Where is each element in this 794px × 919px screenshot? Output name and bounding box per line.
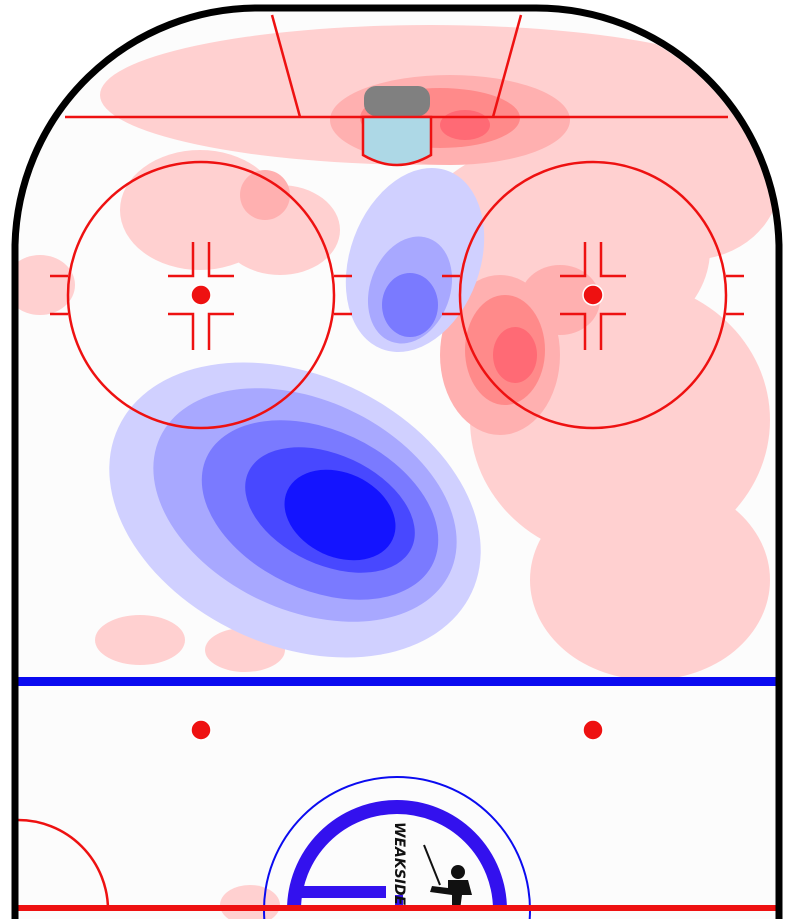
goal-net [364, 86, 430, 116]
faceoff-circle-right [442, 160, 744, 430]
logo-bar [300, 886, 386, 898]
heatmap-layer [18, 25, 776, 919]
neutral-zone-dot-right [582, 719, 604, 741]
goal-crease [361, 115, 433, 167]
blue-line [18, 677, 776, 686]
center-line-segment [395, 895, 403, 910]
faceoff-dot-left [190, 284, 212, 306]
heatmap-positive-region [18, 25, 776, 919]
heatmap-negative-region [284, 469, 396, 561]
logo-ring [287, 800, 507, 911]
hockey-player-silhouette-icon [423, 844, 472, 910]
faceoff-circle-left [50, 160, 352, 430]
center-red-line [18, 905, 776, 911]
faceoff-dot-right [582, 284, 604, 306]
rink-boards [11, 4, 783, 919]
neutral-zone-dot-left [190, 719, 212, 741]
referee-crease [17, 818, 110, 911]
logo-text: WEAKSIDE [391, 822, 407, 906]
